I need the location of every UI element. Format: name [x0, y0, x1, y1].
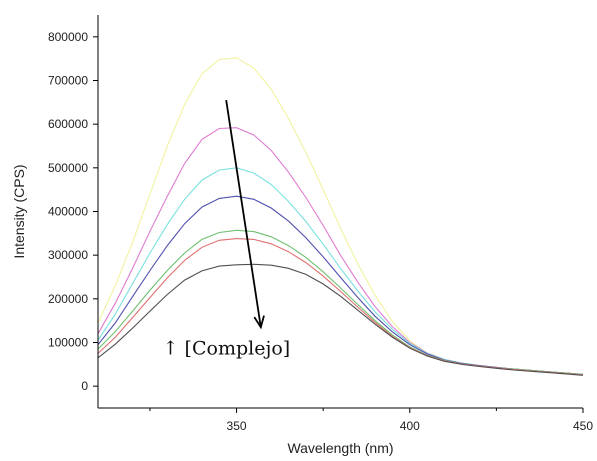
x-tick-label: 450	[573, 419, 593, 433]
x-axis-title: Wavelength (nm)	[287, 440, 393, 456]
x-tick-label: 400	[400, 419, 420, 433]
series-line-1	[97, 57, 584, 375]
y-tick-label: 400000	[48, 205, 88, 219]
y-tick-label: 700000	[48, 74, 88, 88]
x-axis-ticks: 350 400 450	[149, 408, 593, 433]
x-tick-label: 350	[227, 419, 247, 433]
y-tick-label: 600000	[48, 117, 88, 131]
series-lines	[97, 57, 584, 376]
y-axis-ticks: 0 100000 200000 300000 400000 500000 600000 700…	[48, 30, 98, 393]
y-tick-label: 800000	[48, 30, 88, 44]
y-tick-label: 500000	[48, 161, 88, 175]
annotation-arrow	[225, 100, 262, 328]
y-tick-label: 100000	[48, 336, 88, 350]
y-tick-label: 300000	[48, 248, 88, 262]
annotation-label: ↑ [Complejo]	[163, 338, 291, 360]
y-tick-label: 200000	[48, 292, 88, 306]
y-axis-title: Intensity (CPS)	[11, 164, 27, 258]
series-line-7	[97, 263, 584, 376]
annotation-arrowhead	[253, 315, 265, 330]
y-tick-label: 0	[81, 379, 88, 393]
